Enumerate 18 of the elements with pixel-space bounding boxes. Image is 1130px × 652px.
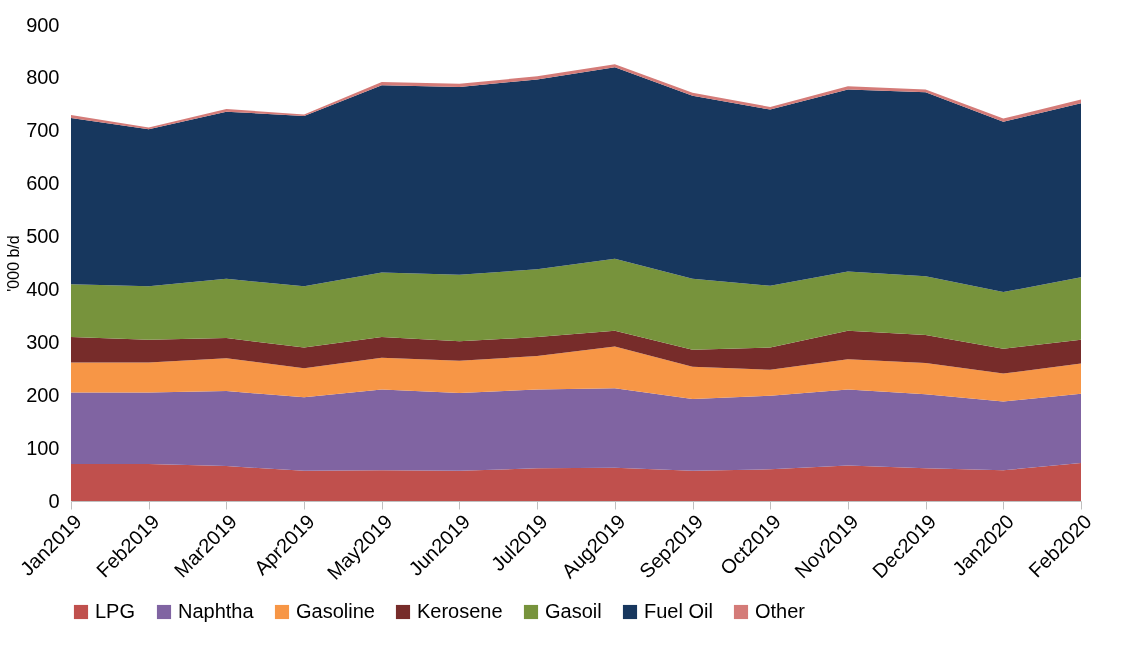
legend-label: Gasoil: [545, 600, 602, 622]
y-tick-label: 100: [26, 436, 60, 459]
y-tick-label: 700: [26, 119, 60, 142]
y-tick-label: 200: [26, 383, 60, 406]
y-tick-label: 900: [26, 13, 60, 36]
legend-label: Kerosene: [417, 600, 503, 622]
y-tick-label: 0: [48, 489, 60, 512]
legend-label: Gasoline: [296, 600, 375, 622]
y-tick-label: 300: [26, 330, 60, 353]
y-tick-label: 800: [26, 66, 60, 89]
legend-label: Other: [755, 600, 806, 622]
y-axis-title: '000 b/d: [5, 235, 23, 292]
legend-label: LPG: [95, 600, 136, 622]
legend-label: Fuel Oil: [644, 600, 713, 622]
y-tick-label: 500: [26, 225, 60, 248]
legend-label: Naphtha: [178, 600, 255, 622]
y-tick-label: 600: [26, 172, 60, 195]
y-tick-label: 400: [26, 277, 60, 300]
